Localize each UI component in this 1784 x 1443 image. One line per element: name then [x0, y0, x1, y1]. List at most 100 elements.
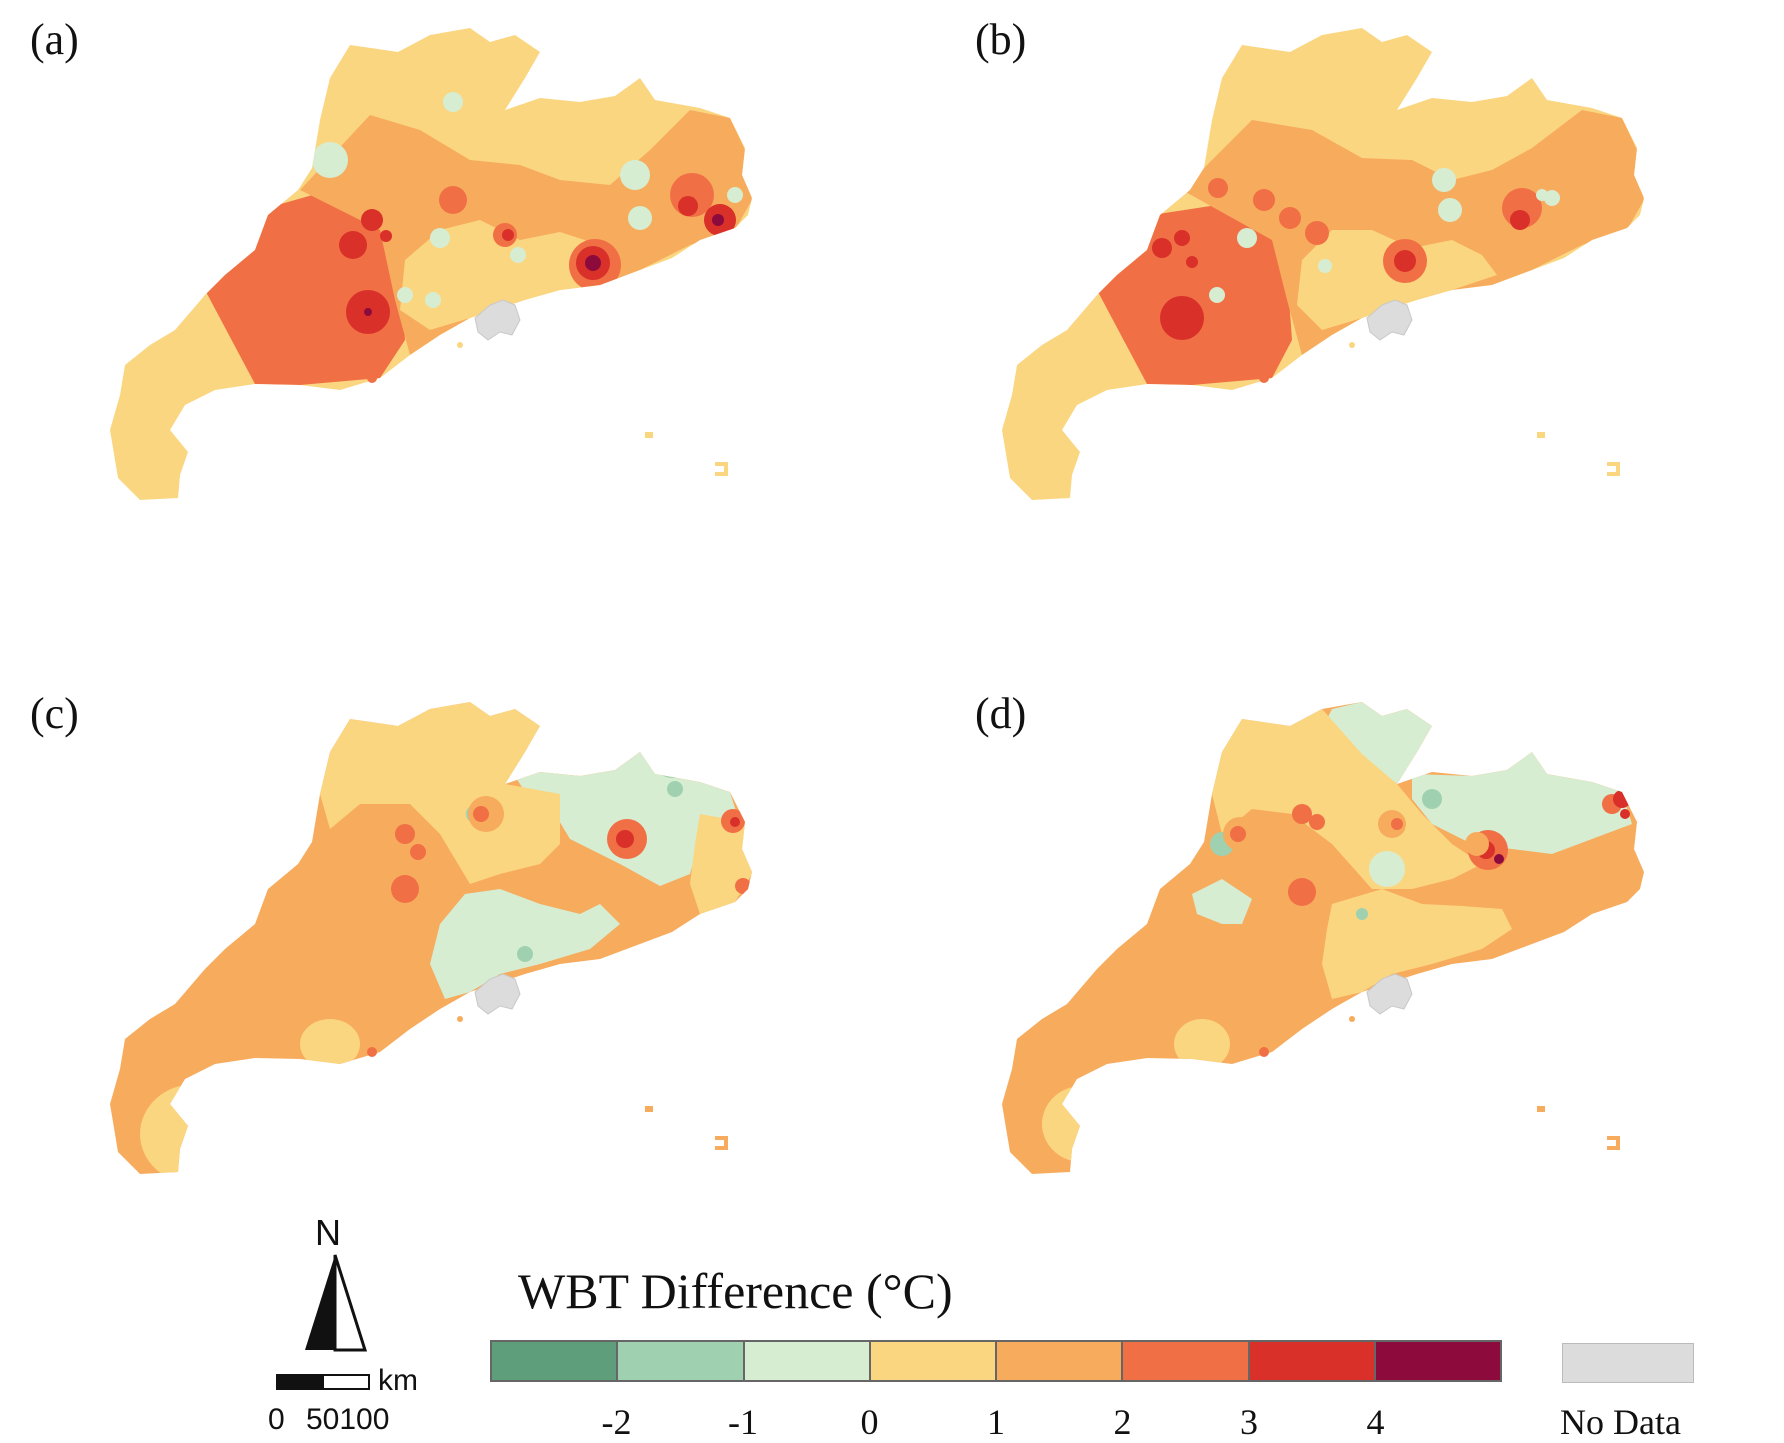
contour-hotspot [1465, 832, 1489, 856]
contour-hotspot [1438, 198, 1462, 222]
contour-hotspot [770, 797, 780, 807]
contour-hotspot [395, 824, 415, 844]
island [1349, 1016, 1355, 1022]
contour-hotspot [620, 160, 650, 190]
contour-hotspot [1536, 189, 1548, 201]
contour-hotspot [502, 229, 514, 241]
legend-class-5 [1121, 1342, 1248, 1380]
contour-group [140, 702, 780, 1174]
contour-zone [1212, 709, 1482, 889]
island [1607, 462, 1620, 476]
contour-hotspot [667, 781, 683, 797]
island [1537, 1106, 1545, 1112]
contour-hotspot [628, 206, 652, 230]
no-data-region [1366, 973, 1413, 1015]
map-panel-a [0, 0, 892, 650]
legend-tick-label: 0 [860, 1402, 879, 1442]
legend-class-7 [1373, 1342, 1500, 1380]
contour-zone [1322, 702, 1432, 784]
legend-class-3 [868, 1342, 995, 1380]
legend-tick-label: 1 [987, 1402, 1005, 1442]
contour-hotspot [439, 186, 467, 214]
contour-hotspot [1174, 230, 1190, 246]
map-svg-b [1002, 28, 1644, 500]
map-svg-c [110, 702, 780, 1174]
island [1607, 1136, 1620, 1150]
contour-hotspot [1288, 878, 1316, 906]
island [457, 342, 463, 348]
contour-zone [1042, 1086, 1122, 1162]
contour-zone [690, 814, 752, 914]
contour-hotspot [391, 875, 419, 903]
contour-hotspot [410, 844, 426, 860]
island [1537, 432, 1545, 438]
contour-hotspot [425, 292, 441, 308]
scale-bar-unit: km [378, 1364, 418, 1397]
island [367, 1047, 377, 1057]
contour-hotspot [1391, 818, 1403, 830]
contour-hotspot [1230, 826, 1246, 842]
legend-tick-label: -1 [728, 1402, 758, 1442]
contour-zone [1182, 110, 1644, 355]
map-panel-d [892, 674, 1784, 1324]
contour-zone [1412, 752, 1632, 854]
contour-hotspot [1432, 168, 1456, 192]
contour-hotspot [1544, 190, 1560, 206]
contour-hotspot [616, 830, 634, 848]
contour-hotspot [1356, 908, 1368, 920]
contour-hotspot [430, 228, 450, 248]
contour-hotspot [1510, 210, 1530, 230]
contour-hotspot [510, 247, 526, 263]
scale-bar [276, 1374, 370, 1390]
contour-hotspot [380, 230, 392, 242]
legend-class-4 [995, 1342, 1122, 1380]
contour-hotspot [527, 876, 543, 892]
contour-zone [400, 220, 620, 330]
contour-hotspot [712, 214, 724, 226]
contour-hotspot [585, 255, 601, 271]
contour-hotspot [1422, 789, 1442, 809]
map-panel-c [0, 674, 892, 1324]
panel-label-c: (c) [30, 689, 79, 738]
contour-hotspot [1237, 228, 1257, 248]
legend-tick-label: -2 [601, 1402, 632, 1442]
contour-hotspot [727, 187, 743, 203]
legend-class-6 [1247, 1342, 1374, 1380]
contour-hotspot [1309, 814, 1325, 830]
legend-class-2 [742, 1342, 869, 1380]
no-data-swatch [1562, 1343, 1694, 1383]
legend-tick-label: 3 [1240, 1402, 1258, 1442]
contour-group [1097, 110, 1644, 385]
scale-bar-label-0: 0 [268, 1403, 285, 1436]
island [367, 373, 377, 383]
contour-zone [320, 702, 560, 884]
map-svg-a [110, 28, 752, 500]
island [1259, 373, 1269, 383]
contour-hotspot [1186, 256, 1198, 268]
contour-hotspot [735, 878, 751, 894]
contour-hotspot [678, 196, 698, 216]
contour-hotspot [1645, 789, 1665, 809]
contour-hotspot [517, 946, 533, 962]
contour-hotspot [397, 287, 413, 303]
contour-zone [140, 1084, 250, 1174]
contour-hotspot [1152, 238, 1172, 258]
island [645, 432, 653, 438]
contour-group [1042, 702, 1665, 1162]
contour-hotspot [1209, 287, 1225, 303]
contour-hotspot [1394, 250, 1416, 272]
contour-zone [1322, 889, 1512, 999]
contour-hotspot [1620, 809, 1630, 819]
legend-tick-label: 2 [1113, 1402, 1132, 1442]
contour-hotspot [753, 789, 773, 809]
contour-hotspot [1369, 851, 1405, 887]
contour-hotspot [339, 231, 367, 259]
contour-zone [300, 1019, 360, 1069]
no-data-region [1366, 299, 1413, 341]
panel-label-d: (d) [975, 689, 1027, 738]
contour-zone [1174, 1019, 1230, 1069]
scale-bar-label-50100: 50100 [306, 1403, 390, 1436]
contour-hotspot [1613, 790, 1631, 808]
legend-colorbar [490, 1340, 1502, 1382]
no-data-region [474, 299, 521, 341]
